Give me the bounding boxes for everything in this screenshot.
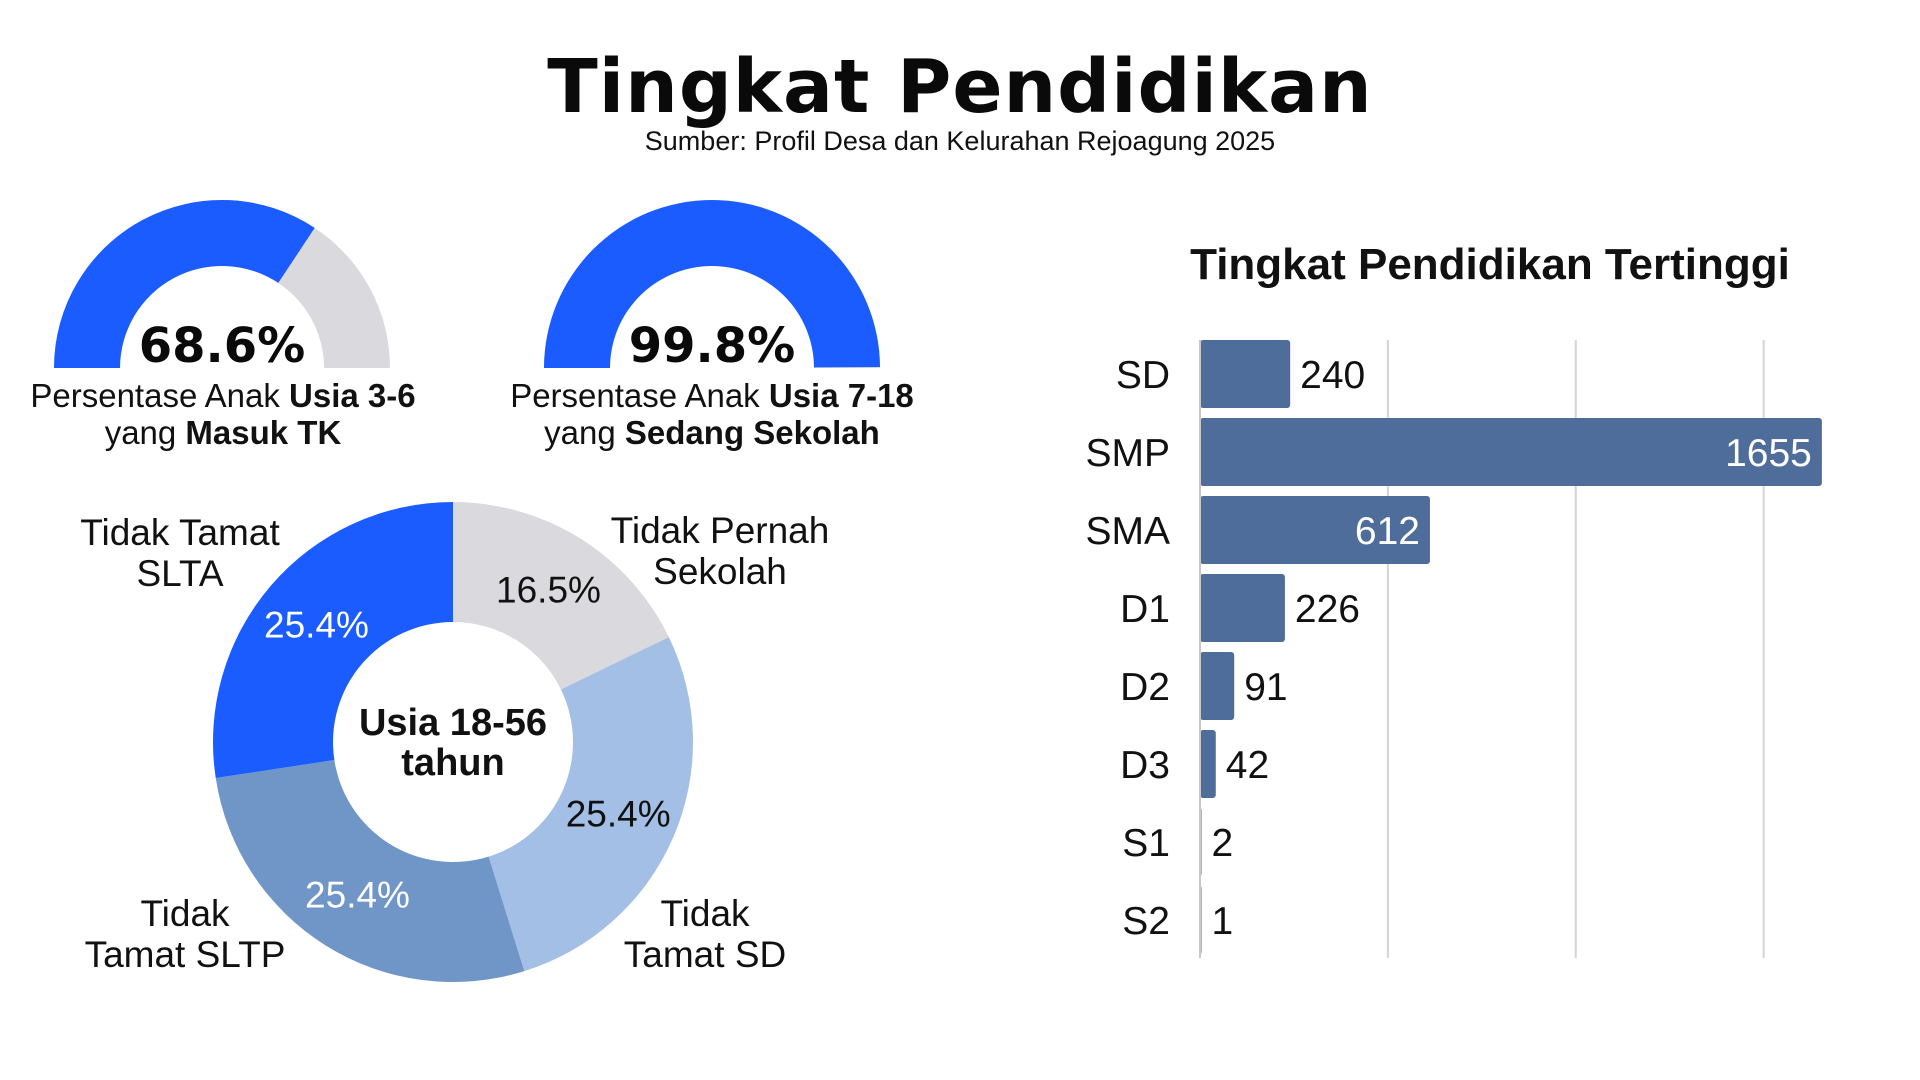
donut-segment-tidak-tamat-slta: [213, 502, 453, 779]
gauge-sekolah-caption-l2-prefix: yang: [544, 414, 625, 451]
donut-label-tidak-tamat-sltp: Tidak Tamat SLTP: [60, 893, 310, 975]
gauge-sekolah-caption-l1-prefix: Persentase Anak: [510, 377, 769, 414]
bar-d2: [1200, 652, 1235, 720]
page-title: Tingkat Pendidikan: [547, 44, 1373, 130]
donut-label-line: Tidak Pernah: [610, 510, 830, 551]
bar-category-label: D2: [1120, 666, 1170, 709]
gauge-tk-caption-l2-prefix: yang: [104, 414, 186, 451]
source-subtitle: Sumber: Profil Desa dan Kelurahan Rejoag…: [644, 126, 1276, 156]
donut-center-line2: tahun: [401, 742, 504, 784]
donut-label-line: Tidak Tamat: [80, 512, 280, 553]
gauge-tk-caption-l1-prefix: Persentase Anak: [30, 377, 290, 414]
bar-sma: [1200, 496, 1430, 564]
bar-category-label: S1: [1122, 822, 1170, 865]
bar-value-label: 2: [1212, 822, 1234, 865]
bar-value-label: 226: [1295, 588, 1360, 631]
gauge-tk: 68.6%: [54, 200, 390, 374]
donut-center-line1: Usia 18-56: [359, 702, 547, 744]
bar-d1: [1200, 574, 1285, 642]
bar-sd: [1200, 340, 1291, 408]
bar-chart: SD 240 SMP 1655 SMA 612 D1 226 D2 91 D3 42 S1 2 S2 1: [1085, 340, 1822, 958]
donut-segment-tidak-tamat-sltp: [215, 760, 525, 982]
donut-label-line: Tamat SD: [623, 934, 787, 975]
donut-label-line: Tamat SLTP: [84, 934, 286, 975]
gauge-sekolah-fill: [544, 199, 880, 368]
donut-pct-tidak-tamat-sltp: 25.4%: [305, 875, 410, 916]
gauge-tk-caption: Persentase Anak Usia 3-6 yang Masuk TK: [0, 377, 446, 451]
donut-label-line: Sekolah: [653, 551, 787, 592]
bar-category-label: S2: [1122, 900, 1170, 943]
donut-label-line: SLTA: [136, 553, 224, 594]
gauge-tk-fill: [54, 200, 315, 368]
gauge-sekolah-caption-l1-bold: Usia 7-18: [768, 377, 914, 414]
bar-category-label: SMP: [1085, 432, 1170, 475]
donut-segment-tidak-tamat-sd: [488, 637, 693, 972]
bar-value-label: 1655: [1725, 432, 1812, 475]
bar-category-label: D3: [1120, 744, 1170, 787]
bar-chart-title: Tingkat Pendidikan Tertinggi: [1190, 240, 1790, 289]
donut-segment-tidak-pernah-sekolah: [453, 502, 669, 690]
bar-category-label: D1: [1120, 588, 1170, 631]
donut-pct-tidak-tamat-sd: 25.4%: [566, 793, 671, 834]
bar-value-label: 612: [1355, 510, 1420, 553]
bar-category-label: SD: [1116, 354, 1170, 397]
donut-label-tidak-pernah-sekolah: Tidak Pernah Sekolah: [590, 510, 850, 592]
donut-pct-tidak-tamat-slta: 25.4%: [264, 605, 369, 646]
gauge-sekolah-caption: Persentase Anak Usia 7-18 yang Sedang Se…: [480, 377, 944, 451]
bar-value-label: 1: [1212, 900, 1234, 943]
bar-category-label: SMA: [1085, 510, 1170, 553]
bar-smp: [1200, 418, 1822, 486]
gauge-sekolah-value: 99.8%: [629, 318, 796, 374]
donut-label-line: Tidak: [660, 893, 750, 934]
donut-pct-tidak-pernah-sekolah: 16.5%: [496, 569, 601, 610]
donut-label-tidak-tamat-slta: Tidak Tamat SLTA: [60, 512, 300, 594]
bar-value-label: 42: [1226, 744, 1269, 787]
gauge-tk-value: 68.6%: [139, 318, 306, 374]
gauge-tk-caption-l2-bold: Masuk TK: [185, 414, 342, 451]
gauge-sekolah: 99.8%: [544, 199, 880, 374]
gauge-sekolah-caption-l2-bold: Sedang Sekolah: [624, 414, 880, 451]
bar-value-label: 240: [1300, 354, 1365, 397]
bar-d3: [1200, 730, 1216, 798]
donut-chart: 16.5% 25.4% 25.4% 25.4% Usia 18-56 tahun: [213, 502, 693, 982]
gauge-tk-caption-l1-bold: Usia 3-6: [289, 377, 416, 414]
bar-value-label: 91: [1244, 666, 1287, 709]
donut-label-tidak-tamat-sd: Tidak Tamat SD: [600, 893, 810, 975]
donut-label-line: Tidak: [140, 893, 230, 934]
